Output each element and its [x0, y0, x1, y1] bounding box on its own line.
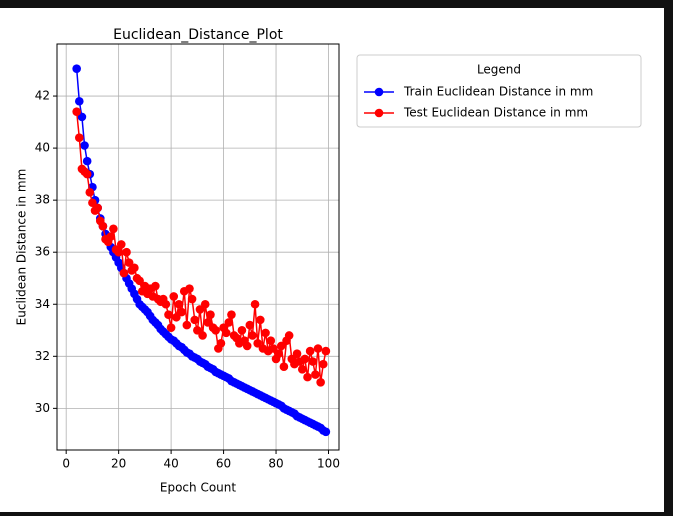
data-point — [85, 188, 95, 197]
legend-marker — [374, 108, 384, 118]
data-point — [82, 156, 92, 166]
data-point — [174, 299, 184, 309]
data-point — [311, 370, 320, 379]
data-point — [321, 346, 331, 356]
data-point — [187, 294, 197, 304]
data-point — [261, 328, 270, 338]
data-point — [292, 349, 302, 359]
data-point — [313, 344, 323, 353]
legend-label: Test Euclidean Distance in mm — [403, 106, 588, 120]
data-point — [206, 310, 215, 319]
data-point — [109, 224, 118, 234]
data-point — [276, 341, 286, 351]
x-tick-label: 100 — [317, 457, 340, 471]
data-point — [193, 325, 202, 335]
data-point — [124, 258, 134, 267]
x-tick-label: 60 — [216, 457, 231, 471]
data-point — [221, 328, 231, 338]
data-point — [72, 107, 81, 116]
data-point — [164, 310, 173, 319]
data-point — [135, 276, 144, 286]
data-point — [250, 299, 260, 309]
data-point — [172, 312, 181, 322]
data-point — [316, 378, 325, 387]
data-point — [93, 203, 102, 213]
data-point — [237, 325, 247, 335]
data-point — [303, 372, 312, 382]
x-tick-label: 20 — [111, 457, 126, 471]
y-axis-label: Euclidean Distance in mm — [15, 169, 29, 326]
data-point — [203, 318, 213, 327]
y-tick-label: 40 — [35, 141, 50, 155]
legend-title: Legend — [477, 63, 521, 77]
data-point — [182, 320, 192, 330]
data-point — [98, 221, 108, 231]
data-point — [77, 112, 87, 122]
data-point — [279, 362, 289, 372]
data-point — [198, 331, 207, 340]
data-point — [300, 354, 310, 364]
data-point — [248, 331, 257, 340]
data-point — [211, 325, 221, 335]
legend: Legend Train Euclidean Distance in mm Test… — [356, 54, 642, 128]
legend-label: Train Euclidean Distance in mm — [403, 85, 593, 99]
data-point — [253, 338, 262, 348]
y-tick-label: 32 — [35, 349, 50, 363]
data-point — [269, 344, 278, 353]
chart-title: Euclidean_Distance_Plot — [113, 27, 283, 43]
data-point — [190, 315, 200, 325]
data-point — [130, 263, 139, 273]
x-axis-label: Epoch Count — [160, 481, 236, 495]
data-point — [169, 292, 179, 301]
data-point — [88, 198, 97, 208]
data-point — [185, 284, 194, 293]
data-point — [216, 338, 226, 348]
y-tick-label: 36 — [35, 245, 50, 259]
x-tick-label: 0 — [62, 457, 70, 471]
data-point — [266, 336, 276, 345]
data-point — [114, 247, 123, 257]
data-point — [297, 365, 307, 374]
data-point — [308, 357, 318, 366]
data-point — [256, 315, 265, 325]
data-point — [224, 318, 234, 327]
data-point — [321, 427, 331, 437]
data-point — [82, 169, 92, 179]
x-tick-label: 80 — [268, 457, 283, 471]
x-tick-label: 40 — [163, 457, 178, 471]
data-point — [245, 320, 255, 330]
data-point — [284, 331, 294, 340]
plot-frame — [56, 43, 340, 451]
data-point — [80, 141, 89, 150]
y-tick-label: 30 — [35, 401, 50, 415]
y-tick-label: 34 — [35, 297, 50, 311]
y-tick-label: 38 — [35, 193, 50, 207]
data-point — [72, 64, 81, 74]
data-point — [74, 96, 84, 106]
data-point — [227, 310, 236, 319]
data-point — [195, 305, 205, 314]
data-point — [166, 323, 176, 332]
legend-marker — [374, 87, 384, 97]
legend-box — [356, 54, 642, 128]
data-point — [242, 341, 252, 351]
data-point — [119, 268, 129, 278]
y-tick-label: 42 — [35, 89, 50, 103]
data-point — [161, 299, 171, 309]
data-point — [116, 240, 126, 249]
data-point — [74, 133, 84, 142]
data-point — [318, 359, 328, 369]
data-point — [122, 247, 131, 257]
data-point — [106, 232, 116, 241]
data-point — [177, 307, 186, 317]
data-point — [151, 281, 160, 291]
data-point — [274, 349, 283, 359]
data-point — [200, 299, 210, 309]
data-point — [305, 346, 315, 356]
